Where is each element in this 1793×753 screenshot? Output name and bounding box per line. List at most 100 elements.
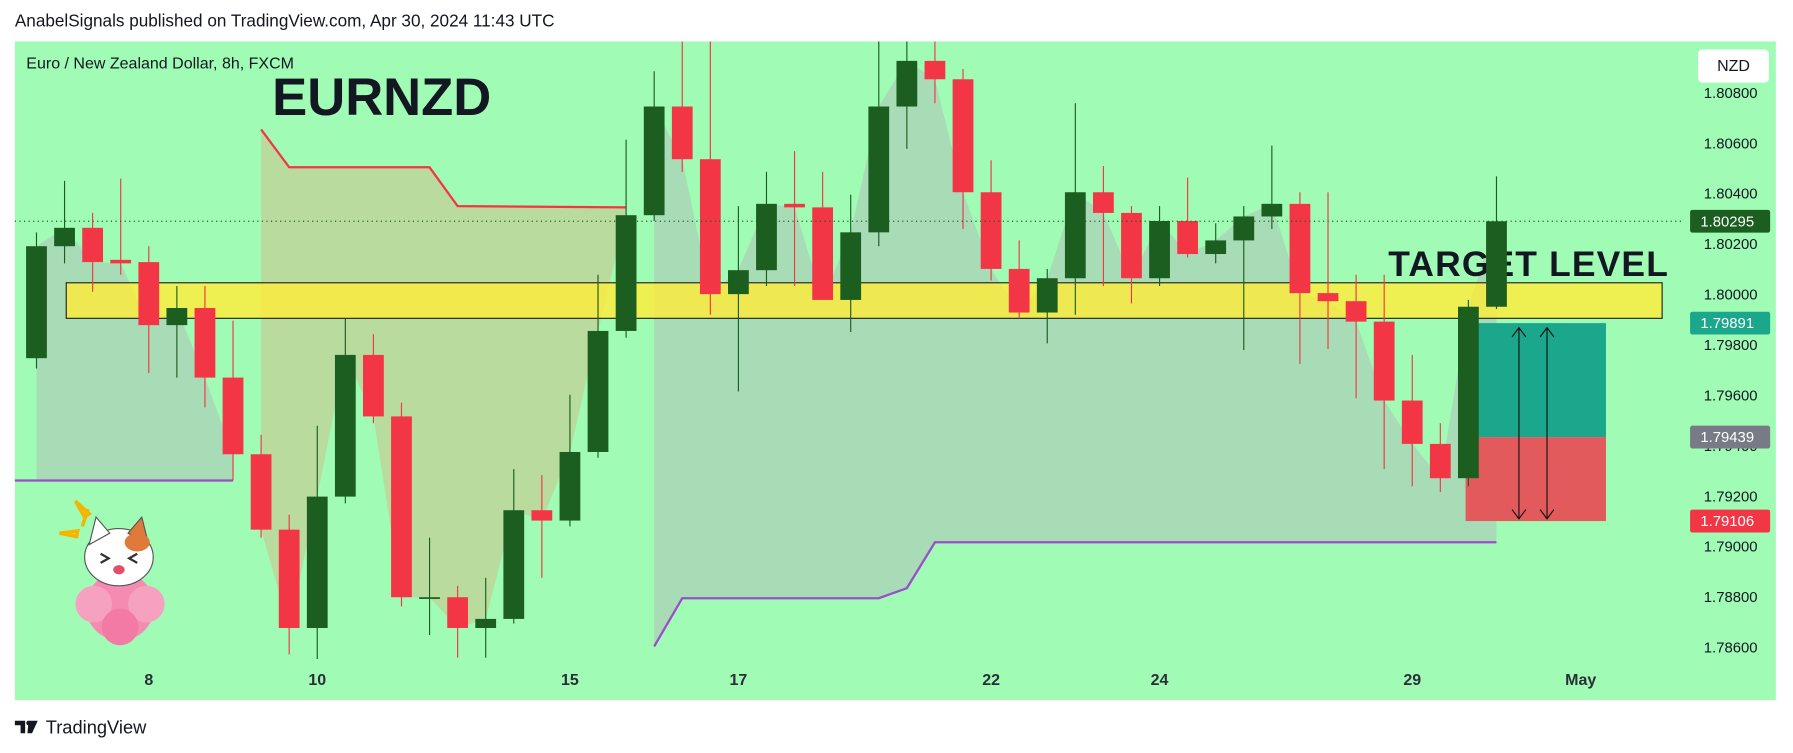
zone-layer: [65, 282, 1663, 319]
candle-body: [278, 529, 300, 628]
envelope-line: [260, 128, 627, 209]
candle-body: [1233, 216, 1255, 241]
x-tick-label: 15: [561, 672, 579, 689]
candle-body: [1121, 212, 1142, 279]
candle-body: [1429, 443, 1451, 479]
axis-layer: 1.786001.788001.790001.792001.794001.796…: [14, 86, 1771, 689]
y-tick-label: 1.78800: [1704, 590, 1758, 606]
header: AnabelSignals published on TradingView.c…: [15, 11, 555, 31]
footer-logo: [14, 720, 38, 734]
candle-body: [868, 106, 890, 233]
candle-body: [980, 192, 1002, 269]
candle-body: [728, 270, 749, 295]
y-tick-label: 1.80800: [1704, 86, 1758, 102]
y-tick-label: 1.80000: [1704, 288, 1758, 304]
candle-body: [531, 510, 553, 521]
candle-body: [1261, 203, 1283, 217]
candle-body: [1008, 268, 1030, 313]
candle-body: [363, 354, 384, 417]
y-tick-label: 1.79600: [1704, 388, 1758, 404]
loss-zone: [1465, 437, 1606, 522]
price-tag-label: 1.80295: [1700, 214, 1754, 230]
position-layer: [1465, 323, 1606, 522]
candle-body: [419, 597, 440, 599]
profit-zone: [1477, 323, 1606, 438]
lines-layer: [14, 128, 1497, 647]
candle-body: [1401, 400, 1423, 444]
candle-body: [1149, 220, 1170, 279]
x-tick-label: 8: [144, 672, 153, 689]
candle-body: [1177, 220, 1199, 255]
y-tick-label: 1.79800: [1704, 338, 1758, 354]
candle-body: [54, 227, 75, 247]
candle-body: [671, 106, 693, 160]
candle-body: [559, 451, 581, 521]
candle-body: [222, 377, 244, 455]
x-tick-label: May: [1565, 672, 1596, 689]
price-tag: [1690, 311, 1771, 335]
x-tick-label: 29: [1403, 672, 1421, 689]
candle-body: [26, 246, 47, 359]
candle-body: [840, 232, 862, 300]
candle-body: [166, 307, 188, 326]
candle-body: [503, 510, 525, 619]
band-fill: [261, 129, 627, 628]
candle-body: [306, 496, 328, 628]
y-tick-label: 1.78600: [1704, 641, 1758, 657]
y-tick-label: 1.79000: [1704, 540, 1758, 556]
candle-body: [756, 203, 777, 271]
candle-body: [1373, 321, 1395, 401]
x-tick-label: 22: [982, 672, 1000, 689]
candle-body: [334, 354, 356, 497]
y-tick-label: 1.80200: [1704, 237, 1758, 253]
candle-body: [475, 618, 497, 628]
band-fill: [654, 60, 1497, 647]
candle-body: [812, 207, 834, 300]
candle-body: [784, 203, 805, 208]
candle-body: [1205, 240, 1227, 255]
candle-body: [1036, 278, 1058, 313]
candle-body: [447, 597, 469, 628]
price-tag: [1690, 509, 1771, 533]
candle-body: [615, 215, 637, 331]
candle-body: [110, 259, 132, 264]
x-tick-label: 24: [1151, 672, 1169, 689]
chart-subtitle: Euro / New Zealand Dollar, 8h, FXCM: [26, 56, 294, 73]
footer-brand: TradingView: [46, 717, 147, 738]
envelope-line: [653, 541, 1497, 647]
currency-label: NZD: [1717, 58, 1750, 75]
candle-body: [250, 454, 272, 530]
candle-body: [391, 416, 412, 598]
candles-layer: [26, 41, 1507, 660]
candle-body: [1289, 203, 1311, 294]
x-tick-label: 17: [730, 672, 748, 689]
price-tag-label: 1.79106: [1700, 514, 1754, 530]
candle-body: [194, 307, 216, 378]
price-tag-label: 1.79891: [1700, 316, 1754, 332]
candle-body: [1486, 221, 1507, 307]
target-zone: [65, 282, 1663, 319]
price-tag: [1690, 425, 1771, 449]
candle-body: [1317, 293, 1339, 302]
candle-body: [1064, 192, 1086, 279]
candle-body: [896, 60, 918, 107]
measure-arrow: [1511, 326, 1527, 520]
candle-body: [643, 106, 665, 216]
shading-layer: [36, 60, 1497, 647]
candle-body: [82, 227, 104, 263]
annotation: TARGET LEVEL: [1388, 244, 1669, 284]
sticker: [59, 499, 165, 646]
candle-body: [587, 330, 609, 452]
currency-button[interactable]: [1698, 49, 1769, 83]
x-tick-label: 10: [308, 672, 326, 689]
price-tag-label: 1.79439: [1700, 430, 1754, 446]
chart-title: EURNZD: [272, 68, 491, 127]
y-tick-label: 1.79200: [1704, 489, 1758, 505]
candle-body: [699, 159, 721, 295]
candle-body: [1458, 306, 1479, 479]
candle-body: [138, 262, 160, 326]
candle-body: [1093, 192, 1114, 213]
candle-body: [1345, 301, 1367, 322]
